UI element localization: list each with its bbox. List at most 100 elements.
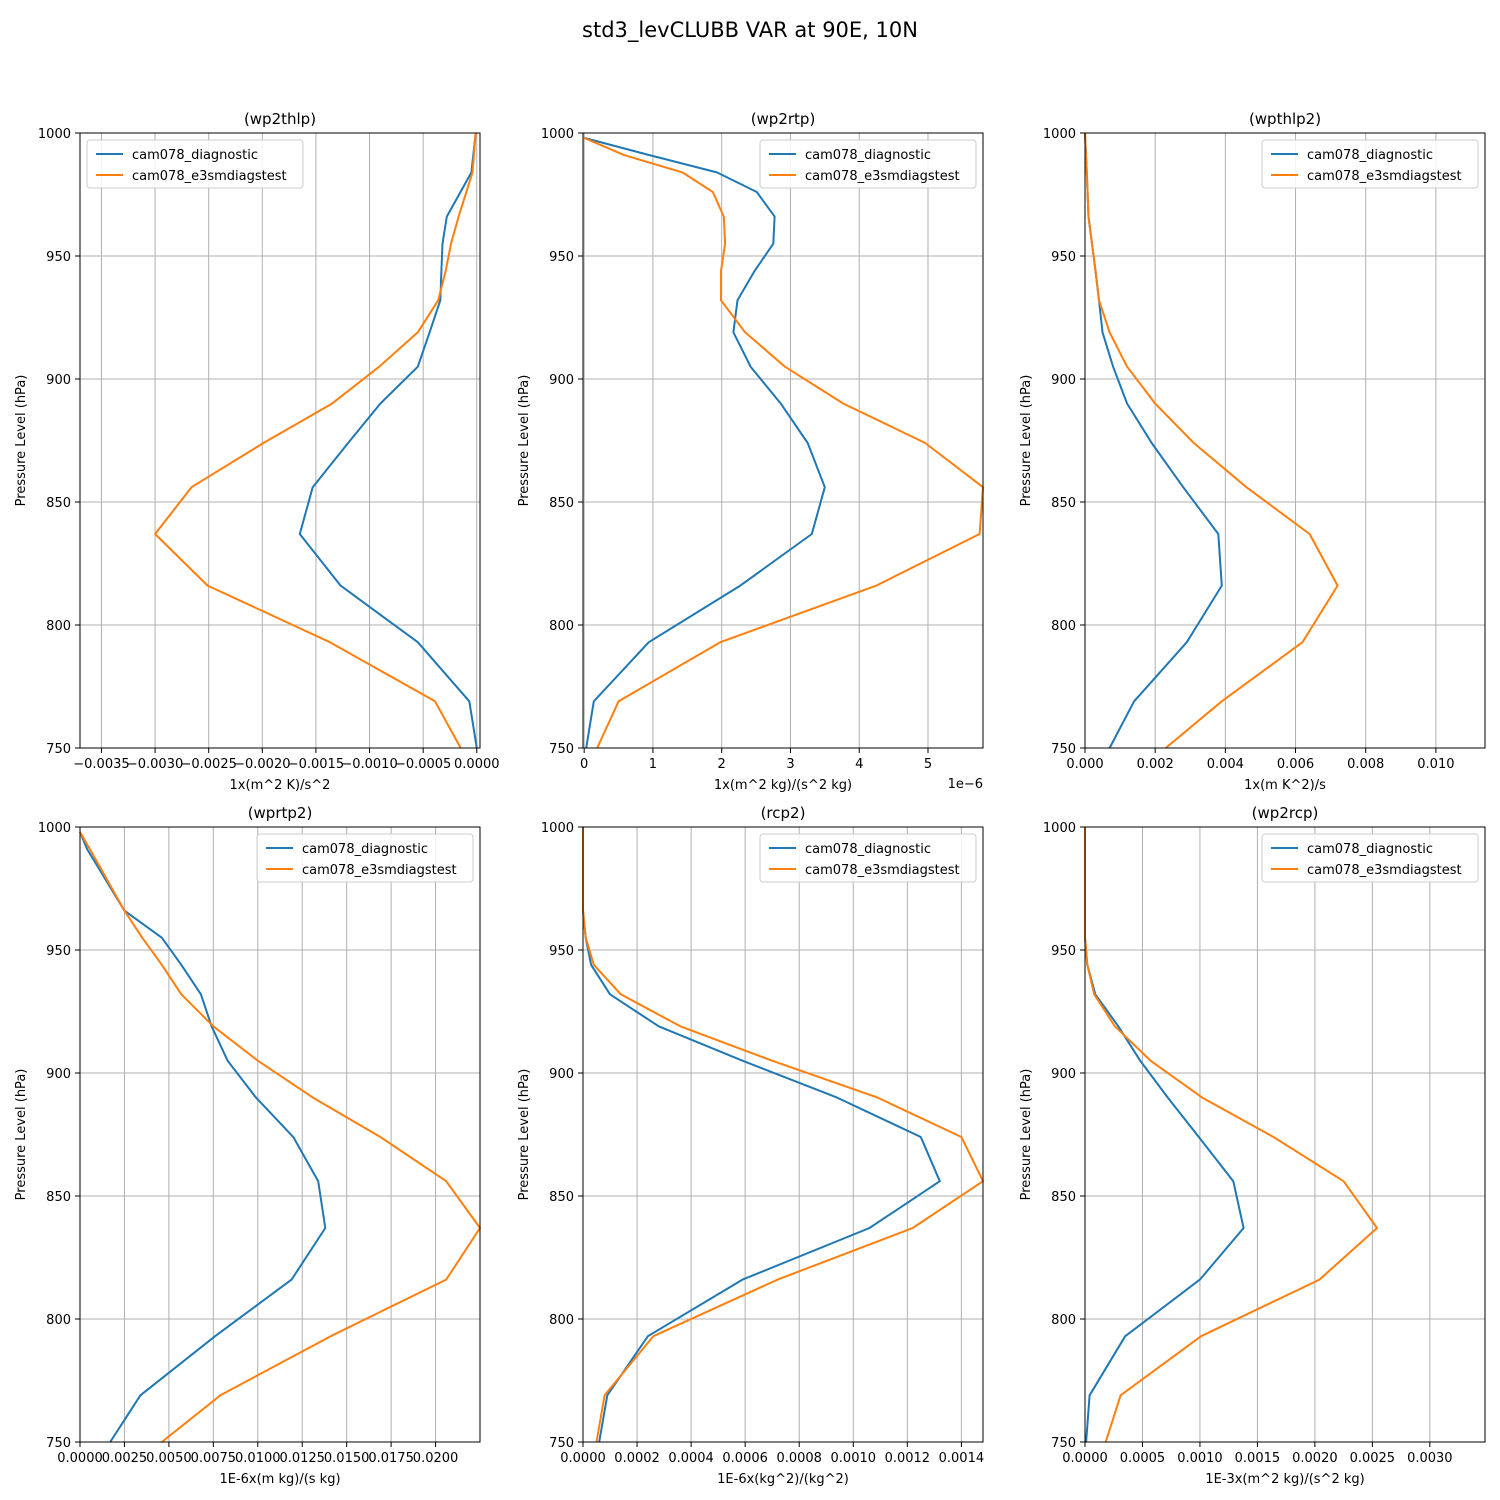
y-tick-label: 1000 <box>38 127 71 142</box>
series-line-cam078_e3smdiagstest <box>583 136 984 749</box>
y-tick-label: 1000 <box>1043 821 1076 836</box>
plot-area <box>1085 133 1485 748</box>
series-line-cam078_e3smdiagstest <box>582 827 984 1443</box>
x-tick-label: 0.008 <box>1347 757 1384 772</box>
subplot-title: (wpthlp2) <box>1249 110 1321 128</box>
x-tick-label: −0.0005 <box>395 757 451 772</box>
x-tick-label: 0.0005 <box>1120 1451 1166 1466</box>
series-line-cam078_e3smdiagstest <box>79 831 481 1443</box>
legend-label: cam078_diagnostic <box>1307 842 1433 857</box>
subplot-title: (wp2thlp) <box>244 110 316 128</box>
x-tick-label: 3 <box>786 757 794 772</box>
y-tick-label: 800 <box>549 619 574 634</box>
series-line-cam078_diagnostic <box>79 831 327 1443</box>
y-tick-label: 900 <box>549 1067 574 1082</box>
y-tick-label: 800 <box>549 1313 574 1328</box>
x-tick-label: 0.010 <box>1417 757 1454 772</box>
y-tick-label: 900 <box>1051 373 1076 388</box>
x-tick-label: 0.0020 <box>1292 1451 1338 1466</box>
legend: cam078_diagnostic cam078_e3smdiagstest <box>256 833 474 883</box>
series-line-cam078_e3smdiagstest <box>154 132 477 749</box>
x-tick-label: −0.0020 <box>234 757 290 772</box>
y-tick-label: 950 <box>46 250 71 265</box>
legend: cam078_diagnostic cam078_e3smdiagstest <box>1261 833 1479 883</box>
subplot-title: (wprtp2) <box>248 804 313 822</box>
series-line-cam078_e3smdiagstest <box>1084 132 1339 749</box>
y-axis-label: Pressure Level (hPa) <box>517 375 532 507</box>
subplot-1: −0.0035−0.0030−0.0025−0.0020−0.0015−0.00… <box>14 110 500 793</box>
x-tick-label: 0.0004 <box>668 1451 714 1466</box>
series-line-cam078_diagnostic <box>583 136 826 749</box>
legend-label: cam078_diagnostic <box>1307 148 1433 163</box>
y-axis-label: Pressure Level (hPa) <box>517 1069 532 1201</box>
plot-area <box>1085 827 1485 1442</box>
legend-box <box>759 833 977 883</box>
x-axis-label: 1x(m^2 K)/s^2 <box>230 778 331 793</box>
legend-label: cam078_e3smdiagstest <box>805 863 960 878</box>
legend-box <box>1261 139 1479 189</box>
x-tick-label: 0.004 <box>1207 757 1244 772</box>
x-tick-label: 0.0002 <box>614 1451 660 1466</box>
x-axis-label: 1x(m K^2)/s <box>1244 778 1326 793</box>
legend-label: cam078_diagnostic <box>805 842 931 857</box>
x-tick-label: 0.0000 <box>454 757 500 772</box>
y-tick-label: 950 <box>1051 250 1076 265</box>
y-axis-label: Pressure Level (hPa) <box>14 375 29 507</box>
x-tick-label: 0.0125 <box>279 1451 325 1466</box>
y-tick-label: 850 <box>1051 1190 1076 1205</box>
subplot-title: (rcp2) <box>761 804 806 822</box>
subplot-title: (wp2rcp) <box>1252 804 1319 822</box>
y-tick-label: 800 <box>46 619 71 634</box>
legend-label: cam078_e3smdiagstest <box>805 169 960 184</box>
x-axis-label: 1E-6x(kg^2)/(kg^2) <box>717 1472 849 1487</box>
x-tick-label: 0.0100 <box>235 1451 281 1466</box>
y-tick-label: 950 <box>1051 944 1076 959</box>
x-tick-label: 0.0000 <box>57 1451 103 1466</box>
y-tick-label: 1000 <box>38 821 71 836</box>
x-tick-label: 0.0012 <box>885 1451 931 1466</box>
x-tick-label: −0.0025 <box>180 757 236 772</box>
y-tick-label: 900 <box>549 373 574 388</box>
legend-box <box>1261 833 1479 883</box>
y-tick-label: 950 <box>549 944 574 959</box>
x-tick-label: 1 <box>649 757 657 772</box>
y-tick-label: 950 <box>549 250 574 265</box>
legend-label: cam078_e3smdiagstest <box>1307 169 1462 184</box>
y-tick-label: 1000 <box>541 127 574 142</box>
y-tick-label: 900 <box>46 1067 71 1082</box>
legend-label: cam078_e3smdiagstest <box>1307 863 1462 878</box>
x-tick-label: −0.0010 <box>341 757 397 772</box>
x-tick-label: 0.0010 <box>831 1451 877 1466</box>
x-tick-label: −0.0035 <box>73 757 129 772</box>
subplot-6: 0.0000 0.0005 0.0010 0.0015 0.0020 0.0025 0.00… <box>1019 804 1486 1487</box>
x-axis-label: 1E-6x(m kg)/(s kg) <box>219 1472 340 1487</box>
x-tick-label: −0.0030 <box>127 757 183 772</box>
x-tick-label: 0.0014 <box>939 1451 985 1466</box>
plot-area <box>583 133 983 748</box>
legend-label: cam078_e3smdiagstest <box>132 169 287 184</box>
axes-frame <box>79 132 481 749</box>
axes-frame <box>1084 826 1486 1443</box>
y-tick-label: 850 <box>549 496 574 511</box>
y-tick-label: 1000 <box>1043 127 1076 142</box>
plot-area <box>80 827 480 1442</box>
y-tick-label: 750 <box>549 742 574 757</box>
y-axis-label: Pressure Level (hPa) <box>14 1069 29 1201</box>
legend: cam078_diagnostic cam078_e3smdiagstest <box>759 833 977 883</box>
x-tick-label: 0.0010 <box>1177 1451 1223 1466</box>
legend: cam078_diagnostic cam078_e3smdiagstest <box>759 139 977 189</box>
legend-label: cam078_diagnostic <box>805 148 931 163</box>
legend-box <box>256 833 474 883</box>
x-tick-label: 0.0025 <box>1350 1451 1396 1466</box>
x-tick-label: −0.0015 <box>288 757 344 772</box>
legend-label: cam078_diagnostic <box>132 148 258 163</box>
x-tick-label: 0 <box>580 757 588 772</box>
x-tick-label: 0.006 <box>1277 757 1314 772</box>
x-tick-label: 0.0006 <box>722 1451 768 1466</box>
y-tick-label: 750 <box>46 1436 71 1451</box>
y-tick-label: 850 <box>46 1190 71 1205</box>
legend-label: cam078_diagnostic <box>302 842 428 857</box>
axes-frame <box>582 132 984 749</box>
x-tick-label: 0.0150 <box>324 1451 370 1466</box>
